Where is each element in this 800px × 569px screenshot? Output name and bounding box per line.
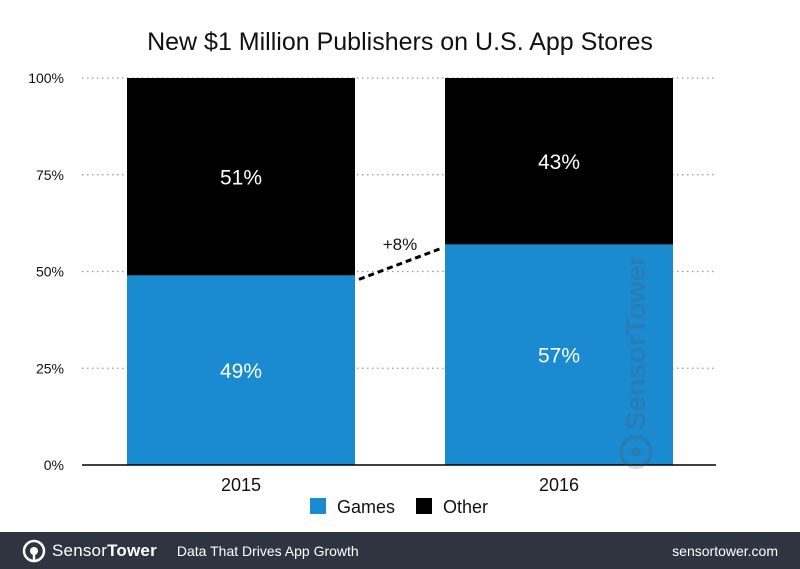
watermark-text: SensorTower (620, 255, 651, 430)
data-label: 51% (220, 167, 262, 190)
bar-other-2015 (127, 78, 355, 276)
bar-other-2016 (445, 78, 673, 245)
y-tick-label: 0% (44, 457, 64, 473)
annotation: +8% (358, 235, 442, 281)
data-label: 57% (538, 345, 580, 368)
chart-title: New $1 Million Publishers on U.S. App St… (147, 28, 653, 56)
y-axis-ticks: 0% 25% 50% 75% 100% (28, 70, 64, 473)
y-tick-label: 100% (28, 70, 64, 86)
y-tick-label: 50% (36, 264, 64, 280)
bar-games-2015 (127, 275, 355, 465)
data-label: 43% (538, 151, 580, 174)
x-tick-label: 2016 (539, 475, 579, 495)
brand-part-2: Tower (107, 540, 157, 560)
data-label: 49% (220, 360, 262, 383)
sensortower-logo-icon (22, 539, 46, 562)
x-tick-label: 2015 (221, 475, 261, 495)
y-tick-label: 25% (36, 360, 64, 376)
legend-label: Games (337, 497, 395, 517)
footer-url: sensortower.com (672, 542, 778, 559)
y-tick-label: 75% (36, 167, 64, 183)
footer-tagline: Data That Drives App Growth (176, 542, 359, 559)
x-axis-ticks: 2015 2016 (221, 475, 579, 495)
legend-label: Other (443, 497, 488, 517)
legend-swatch-other (416, 498, 432, 514)
legend: Games Other (310, 497, 488, 517)
legend-swatch-games (310, 498, 326, 514)
bar-games-2016 (445, 244, 673, 465)
watermark: SensorTower (619, 255, 653, 469)
bars: 49% 51% 57% 43% (127, 78, 673, 465)
footer-logo: SensorTower (22, 539, 157, 563)
footer-brand: SensorTower (52, 541, 157, 561)
annotation-connector (358, 247, 442, 281)
footer-bar: SensorTower Data That Drives App Growth … (0, 532, 800, 569)
brand-part-1: Sensor (52, 540, 108, 560)
chart: New $1 Million Publishers on U.S. App St… (28, 28, 716, 517)
annotation-label: +8% (383, 235, 418, 254)
